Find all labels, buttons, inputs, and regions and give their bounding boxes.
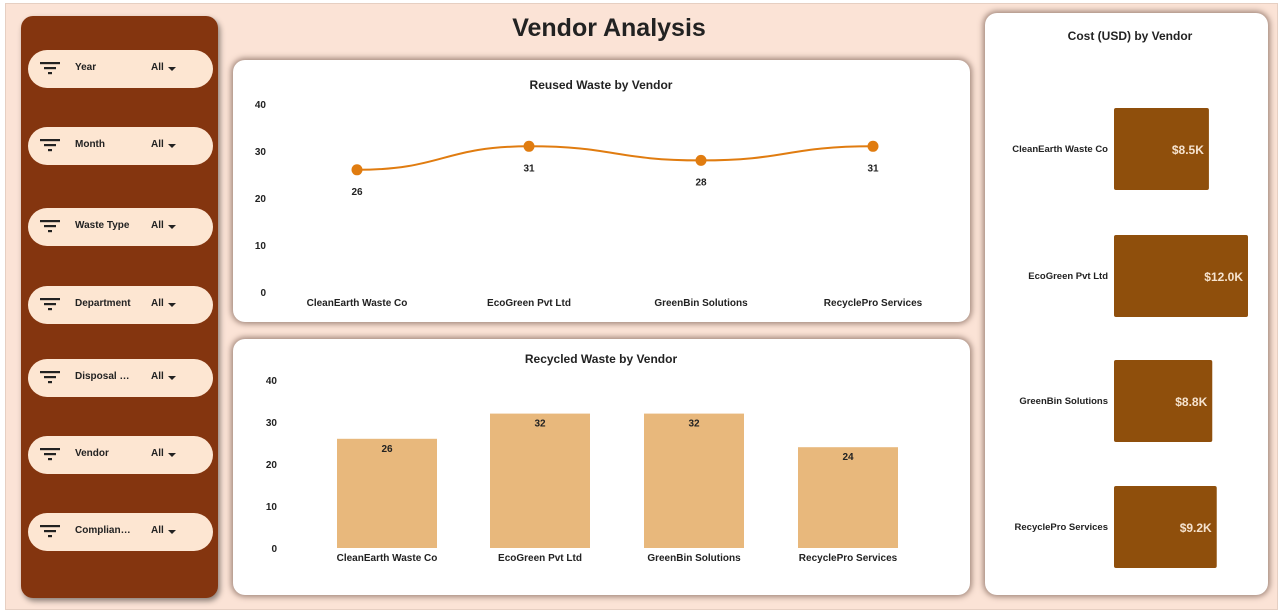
data-label: $8.5K [1172,143,1204,157]
filter-value[interactable]: All [151,525,164,536]
filter-icon [40,139,60,152]
y-tick-label: 10 [255,241,267,252]
filter-year[interactable]: Year All [28,50,213,88]
y-tick-label: 0 [271,544,277,555]
y-tick-label: GreenBin Solutions [1019,396,1108,407]
y-tick-label: CleanEarth Waste Co [1012,144,1108,155]
filter-value[interactable]: All [151,139,164,150]
data-label: 31 [523,163,535,174]
data-label: $8.8K [1175,395,1207,409]
filter-label: Waste Type [75,220,130,231]
recycled-waste-card: Recycled Waste by Vendor 0 10 20 30 40 26 Clean… [233,339,970,595]
data-point [351,164,363,176]
chevron-down-icon[interactable] [168,453,176,457]
filter-sidebar: Year All Month All Waste Type All Depart… [21,16,218,598]
bar [798,447,898,548]
bar [1114,486,1217,568]
chart-title: Reused Waste by Vendor [530,78,673,92]
y-tick-label: 40 [255,100,267,111]
data-label: 32 [534,419,546,430]
chart-title: Recycled Waste by Vendor [525,352,678,366]
recycled-waste-chart: Recycled Waste by Vendor 0 10 20 30 40 26 Clean… [266,352,898,564]
bar [490,413,590,548]
chevron-down-icon[interactable] [168,376,176,380]
filter-vendor[interactable]: Vendor All [28,436,213,474]
bar [1114,360,1213,442]
data-label: 26 [351,187,363,198]
data-label: 26 [381,444,393,455]
filter-value[interactable]: All [151,298,164,309]
x-tick-label: EcoGreen Pvt Ltd [498,553,582,564]
chevron-down-icon[interactable] [168,144,176,148]
filter-value[interactable]: All [151,448,164,459]
data-label: 32 [688,419,700,430]
data-point [867,140,879,152]
filter-waste-type[interactable]: Waste Type All [28,208,213,246]
filter-icon [40,220,60,233]
cost-by-vendor-chart: Cost (USD) by Vendor $8.5K CleanEarth Wast… [1012,29,1248,568]
y-tick-label: 0 [260,288,266,299]
series-line [356,145,874,171]
data-label: $12.0K [1204,270,1243,284]
x-tick-label: CleanEarth Waste Co [337,553,438,564]
filter-icon [40,62,60,75]
y-tick-label: 40 [266,376,278,387]
y-tick-label: 20 [255,194,267,205]
reused-waste-chart: Reused Waste by Vendor 0 10 20 30 40 CleanEart… [255,78,923,309]
chevron-down-icon[interactable] [168,225,176,229]
filter-icon [40,525,60,538]
y-tick-label: EcoGreen Pvt Ltd [1028,271,1108,282]
reused-waste-card: Reused Waste by Vendor 0 10 20 30 40 CleanEart… [233,60,970,322]
x-tick-label: RecyclePro Services [799,553,898,564]
page-title: Vendor Analysis [512,14,706,42]
y-tick-label: 30 [266,418,278,429]
x-tick-label: GreenBin Solutions [647,553,741,564]
filter-label: Year [75,62,97,73]
data-label: 28 [695,177,707,188]
filter-value[interactable]: All [151,62,164,73]
cost-by-vendor-card: Cost (USD) by Vendor $8.5K CleanEarth Wast… [985,13,1268,595]
filter-label: Month [75,139,105,150]
y-tick-label: 20 [266,460,278,471]
filter-month[interactable]: Month All [28,127,213,165]
bar [644,413,744,548]
filter-label: Disposal M... [75,371,133,382]
data-point [523,140,535,152]
bar [337,438,437,548]
x-tick-label: GreenBin Solutions [654,298,748,309]
data-point [695,154,707,166]
filter-icon [40,448,60,461]
x-tick-label: RecyclePro Services [824,298,923,309]
bar [1114,108,1209,190]
chevron-down-icon[interactable] [168,67,176,71]
filter-label: Vendor [75,448,109,459]
filter-icon [40,298,60,311]
data-label: 31 [867,163,879,174]
data-label: 24 [842,452,854,463]
filter-label: Department [75,298,131,309]
bar [1114,235,1248,317]
y-tick-label: 10 [266,502,278,513]
chart-title: Cost (USD) by Vendor [1068,29,1193,43]
y-tick-label: RecyclePro Services [1015,522,1108,533]
y-tick-label: 30 [255,147,267,158]
data-label: $9.2K [1180,521,1212,535]
filter-value[interactable]: All [151,371,164,382]
filter-label: Complianc... [75,525,133,536]
filter-value[interactable]: All [151,220,164,231]
filter-icon [40,371,60,384]
filter-complianc[interactable]: Complianc... All [28,513,213,551]
chevron-down-icon[interactable] [168,303,176,307]
chevron-down-icon[interactable] [168,530,176,534]
filter-department[interactable]: Department All [28,286,213,324]
filter-disposal-m[interactable]: Disposal M... All [28,359,213,397]
x-tick-label: EcoGreen Pvt Ltd [487,298,571,309]
x-tick-label: CleanEarth Waste Co [307,298,408,309]
